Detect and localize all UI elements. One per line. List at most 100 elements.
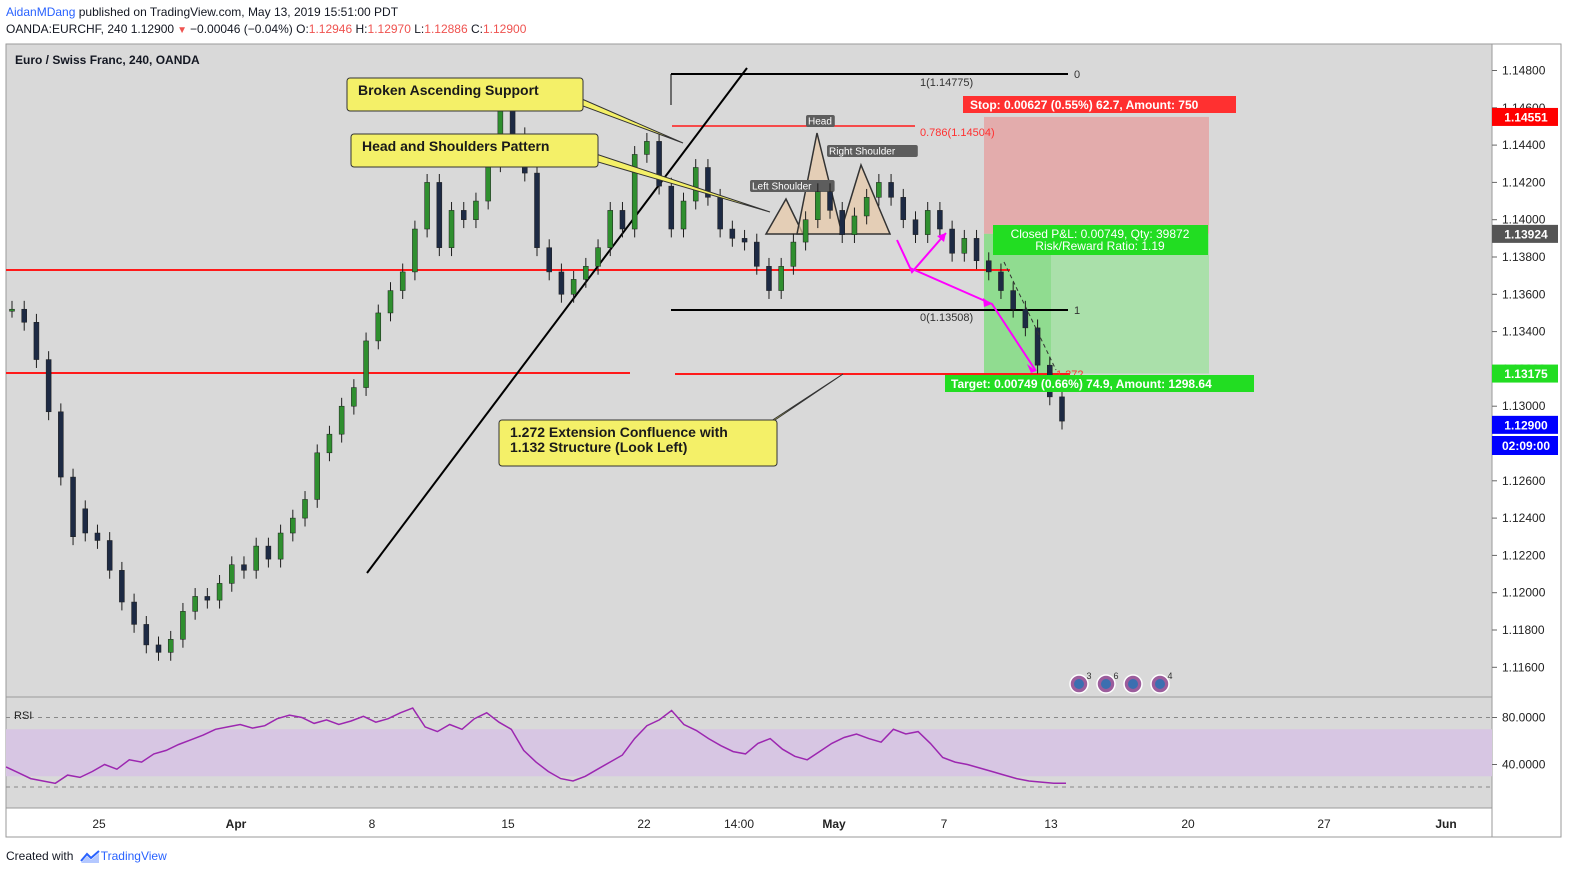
- published-text: published on TradingView.com, May 13, 20…: [78, 5, 399, 19]
- candle-up: [876, 182, 882, 198]
- candle-up: [802, 219, 809, 243]
- price-tick-label: 1.12600: [1502, 474, 1546, 488]
- rsi-line: [5, 707, 1066, 785]
- price-tick-label: 1.14800: [1502, 64, 1546, 78]
- price-tick-label: 1.13000: [1502, 399, 1546, 413]
- stop-label: Stop: 0.00627 (0.55%) 62.7, Amount: 750: [970, 98, 1199, 112]
- arrow-head-icon: [1027, 364, 1036, 373]
- open-label: O:: [296, 22, 309, 36]
- candle-down: [766, 266, 772, 291]
- candle-up: [424, 182, 430, 230]
- high-value: 1.12970: [367, 22, 411, 36]
- price-flag: 1.13175: [1504, 367, 1548, 381]
- ohlc-legend: OANDA:EURCHF, 240 1.12900 ▼ −0.00046 (−0.0…: [6, 22, 526, 36]
- closed-pnl-label: Closed P&L: 0.00749, Qty: 39872: [1011, 227, 1190, 241]
- time-axis-label: 14:00: [724, 817, 754, 831]
- left-shoulder-tag-bg: [750, 180, 835, 192]
- candle-down: [155, 644, 162, 653]
- candle-down: [204, 596, 211, 601]
- time-axis-label: 7: [941, 817, 948, 831]
- callout-head-shoulders-text: Head and Shoulders Pattern: [362, 138, 549, 154]
- author-link[interactable]: AidanMDang: [6, 5, 76, 19]
- price-flag: 1.14551: [1504, 110, 1548, 124]
- price-flag-bg: [1492, 224, 1558, 243]
- candle-up: [229, 564, 235, 584]
- candle-down: [741, 238, 748, 243]
- candle-up: [790, 241, 797, 267]
- time-axis-label: Apr: [226, 817, 247, 831]
- candle-down: [937, 210, 943, 230]
- tradingview-link[interactable]: TradingView: [100, 849, 167, 863]
- callout-extension-text: 1.132 Structure (Look Left): [510, 439, 687, 455]
- chart-title: Euro / Swiss Franc, 240, OANDA: [15, 53, 200, 67]
- candle-up: [595, 247, 601, 267]
- event-badge-inner-icon: [1128, 679, 1138, 689]
- arrow-head-icon: [937, 233, 946, 242]
- head-tag-bg: [806, 115, 835, 127]
- candle-up: [338, 405, 345, 435]
- rsi-tick-label: 80.0000: [1502, 711, 1546, 725]
- candle-up: [314, 452, 320, 500]
- candle-up: [326, 433, 333, 454]
- arrow-head-icon: [983, 298, 992, 307]
- target-label: Target: 0.00749 (0.66%) 74.9, Amount: 12…: [951, 377, 1212, 391]
- candle-up: [485, 163, 491, 202]
- candle-down: [1059, 396, 1065, 422]
- candle-up: [387, 290, 394, 314]
- candle-down: [912, 219, 919, 235]
- candle-up: [302, 499, 308, 519]
- time-axis-label: 15: [501, 817, 515, 831]
- candle-up: [631, 154, 638, 230]
- candle-down: [21, 308, 27, 323]
- candles-group: [9, 99, 1065, 661]
- countdown: 02:09:00: [1502, 439, 1550, 453]
- candle-up: [167, 639, 174, 653]
- low-value: 1.12886: [424, 22, 468, 36]
- candle-up: [412, 228, 418, 273]
- price-tick-label: 1.12000: [1502, 586, 1546, 600]
- candle-up: [570, 279, 577, 295]
- callout-broken-support-group: Broken Ascending Support: [346, 77, 684, 144]
- price-tick-label: 1.13600: [1502, 287, 1546, 301]
- candle-up: [363, 340, 369, 388]
- time-axis-label: May: [822, 817, 846, 831]
- left-shoulder-tag: Left Shoulder: [752, 182, 812, 193]
- closed-pnl-bg: [993, 225, 1208, 255]
- open-value: 1.12946: [308, 22, 353, 36]
- price-tick-label: 1.11600: [1502, 660, 1545, 674]
- symbol-label: OANDA:EURCHF, 240: [6, 22, 128, 36]
- price-tick-label: 1.12200: [1502, 548, 1546, 562]
- candle-down: [119, 570, 125, 603]
- price-flag-bg: [1492, 364, 1558, 383]
- right-shoulder-tag-bg: [827, 145, 918, 157]
- candle-up: [473, 200, 479, 220]
- stop-label-bg: [963, 96, 1236, 113]
- low-label: L:: [414, 22, 425, 36]
- time-axis-label: 22: [637, 817, 651, 831]
- price-pane: [5, 43, 1493, 698]
- candle-up: [863, 197, 870, 217]
- candle-up: [644, 141, 650, 155]
- close-value: 1.12900: [483, 22, 527, 36]
- candle-down: [973, 238, 980, 261]
- target-label-bg: [945, 375, 1254, 392]
- time-axis-label: 8: [369, 817, 376, 831]
- candle-up: [216, 583, 223, 601]
- time-axis-label: 13: [1044, 817, 1058, 831]
- candle-down: [1010, 290, 1016, 310]
- candle-up: [351, 387, 357, 407]
- last-price: 1.12900: [130, 22, 175, 36]
- candle-down: [668, 185, 675, 230]
- fib-top-label: 1(1.14775): [920, 77, 973, 89]
- candle-down: [619, 210, 626, 230]
- close-label: C:: [471, 22, 483, 36]
- event-badge-inner-icon: [1101, 679, 1111, 689]
- candle-down: [900, 197, 907, 220]
- right-shoulder-tag: Right Shoulder: [829, 147, 896, 158]
- time-axis-label: 20: [1181, 817, 1195, 831]
- candle-down: [546, 247, 552, 273]
- event-badge-count: 6: [1113, 671, 1118, 681]
- price-tick-label: 1.13400: [1502, 325, 1546, 339]
